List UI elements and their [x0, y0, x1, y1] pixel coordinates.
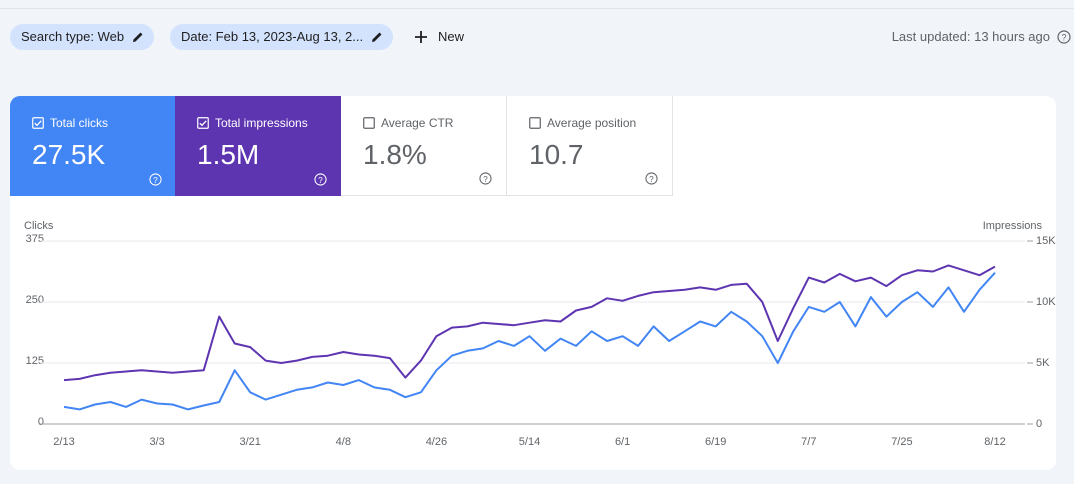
y2-tick-label: 10K — [1036, 296, 1056, 308]
metric-tile[interactable]: Average CTR 1.8%? — [341, 96, 507, 196]
y2-tick-label: 15K — [1036, 235, 1056, 247]
chip-text: Search type: Web — [21, 29, 125, 44]
x-tick-label: 6/1 — [615, 436, 630, 448]
x-tick-label: 8/12 — [984, 436, 1005, 448]
svg-text:?: ? — [318, 175, 323, 185]
metric-tile[interactable]: Average position 10.7? — [507, 96, 673, 196]
svg-text:?: ? — [649, 174, 654, 184]
x-tick-label: 7/7 — [801, 436, 816, 448]
metric-label-row: Average CTR — [363, 116, 506, 130]
new-button[interactable]: New — [414, 24, 464, 50]
metric-label-row: Average position — [529, 116, 672, 130]
edit-icon — [372, 32, 382, 42]
edit-icon — [133, 32, 143, 42]
x-tick-label: 4/26 — [426, 436, 447, 448]
checkbox[interactable] — [529, 117, 541, 129]
y-tick-label: 250 — [26, 294, 44, 306]
x-tick-label: 3/3 — [149, 436, 164, 448]
y2-axis-title: Impressions — [983, 220, 1043, 232]
y-axis-title: Clicks — [24, 220, 54, 232]
last-updated: Last updated: 13 hours ago — [891, 29, 1050, 44]
x-tick-label: 5/14 — [519, 436, 540, 448]
metric-label-row: Total clicks — [32, 116, 176, 130]
x-tick-label: 6/19 — [705, 436, 726, 448]
checkbox[interactable] — [363, 117, 375, 129]
y-tick-label: 0 — [38, 416, 44, 428]
metric-value: 27.5K — [32, 139, 106, 170]
series-line — [63, 272, 996, 411]
svg-text:?: ? — [1061, 33, 1066, 43]
y2-tick-label: 0 — [1036, 418, 1042, 430]
metric-label: Total clicks — [50, 116, 109, 130]
metric-label: Total impressions — [215, 116, 308, 130]
checkbox[interactable] — [32, 117, 44, 129]
help-icon[interactable]: ? — [149, 173, 162, 186]
filter-chip[interactable]: Date: Feb 13, 2023-Aug 13, 2... — [170, 24, 394, 50]
checkbox[interactable] — [197, 117, 209, 129]
x-tick-label: 3/21 — [239, 436, 260, 448]
help-icon[interactable]: ? — [479, 172, 492, 185]
metric-label: Average position — [547, 116, 637, 130]
metric-label: Average CTR — [381, 116, 454, 130]
help-icon[interactable]: ? — [314, 173, 327, 186]
x-tick-label: 4/8 — [336, 436, 351, 448]
metric-value: 1.5M — [197, 139, 260, 170]
plus-icon — [415, 31, 427, 43]
filter-chip[interactable]: Search type: Web — [10, 24, 155, 50]
metric-label-row: Total impressions — [197, 116, 341, 130]
help-icon[interactable]: ? — [645, 172, 658, 185]
x-tick-label: 7/25 — [891, 436, 912, 448]
x-tick-label: 2/13 — [53, 436, 74, 448]
metric-value: 10.7 — [529, 139, 584, 170]
y-tick-label: 375 — [26, 233, 44, 245]
metric-tile[interactable]: Total impressions 1.5M? — [175, 96, 341, 196]
button-text: New — [438, 29, 465, 44]
series-line — [63, 264, 996, 382]
metric-value: 1.8% — [363, 139, 427, 170]
divider — [0, 8, 1074, 9]
svg-text:?: ? — [483, 174, 488, 184]
y2-tick-label: 5K — [1036, 357, 1050, 369]
y-tick-label: 125 — [26, 355, 44, 367]
chip-text: Date: Feb 13, 2023-Aug 13, 2... — [181, 29, 364, 44]
svg-text:?: ? — [153, 175, 158, 185]
metric-tile[interactable]: Total clicks 27.5K? — [10, 96, 176, 196]
help-icon[interactable]: ? — [1057, 30, 1071, 44]
